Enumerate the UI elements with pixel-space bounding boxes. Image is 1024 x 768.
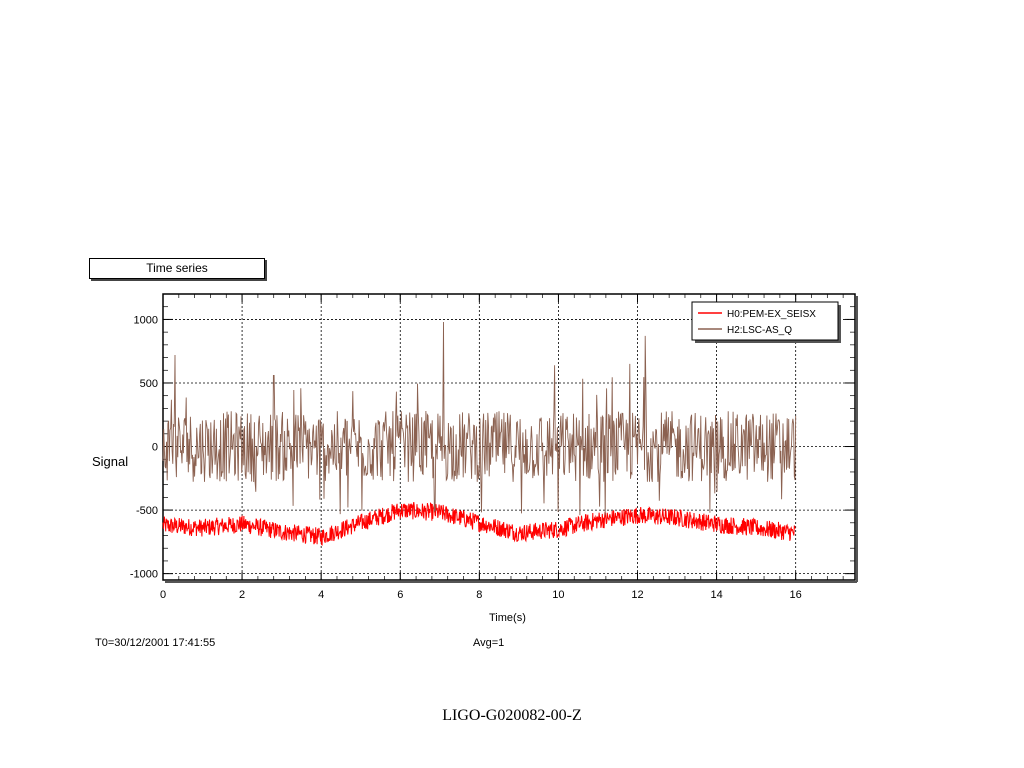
x-tick-label: 6 (397, 589, 403, 601)
x-tick-label: 10 (552, 589, 564, 601)
document-id: LIGO-G020082-00-Z (442, 707, 582, 724)
x-tick-label: 8 (476, 589, 482, 601)
x-tick-label: 4 (318, 589, 324, 601)
t0-annotation: T0=30/12/2001 17:41:55 (95, 637, 216, 649)
y-tick-label: -500 (136, 505, 158, 517)
x-tick-label: 14 (710, 589, 722, 601)
series-line-as-q (162, 321, 797, 516)
legend-label: H2:LSC-AS_Q (727, 325, 792, 336)
y-tick-label: 500 (140, 378, 158, 390)
y-tick-label: -1000 (130, 569, 158, 581)
y-axis-title: Signal (92, 454, 129, 469)
legend-label: H0:PEM-EX_SEISX (727, 309, 816, 320)
x-tick-label: 2 (239, 589, 245, 601)
x-tick-label: 12 (631, 589, 643, 601)
x-tick-label: 0 (160, 589, 166, 601)
series-line-seisx (162, 501, 796, 546)
x-axis-title: Time(s) (489, 612, 526, 624)
y-tick-label: 0 (152, 442, 158, 454)
legend: H0:PEM-EX_SEISX H2:LSC-AS_Q (691, 301, 841, 343)
x-tick-label: 16 (790, 589, 802, 601)
y-tick-label: 1000 (134, 314, 158, 326)
avg-annotation: Avg=1 (473, 637, 505, 649)
chart-title: Time series (89, 258, 265, 279)
legend-box (691, 301, 839, 341)
